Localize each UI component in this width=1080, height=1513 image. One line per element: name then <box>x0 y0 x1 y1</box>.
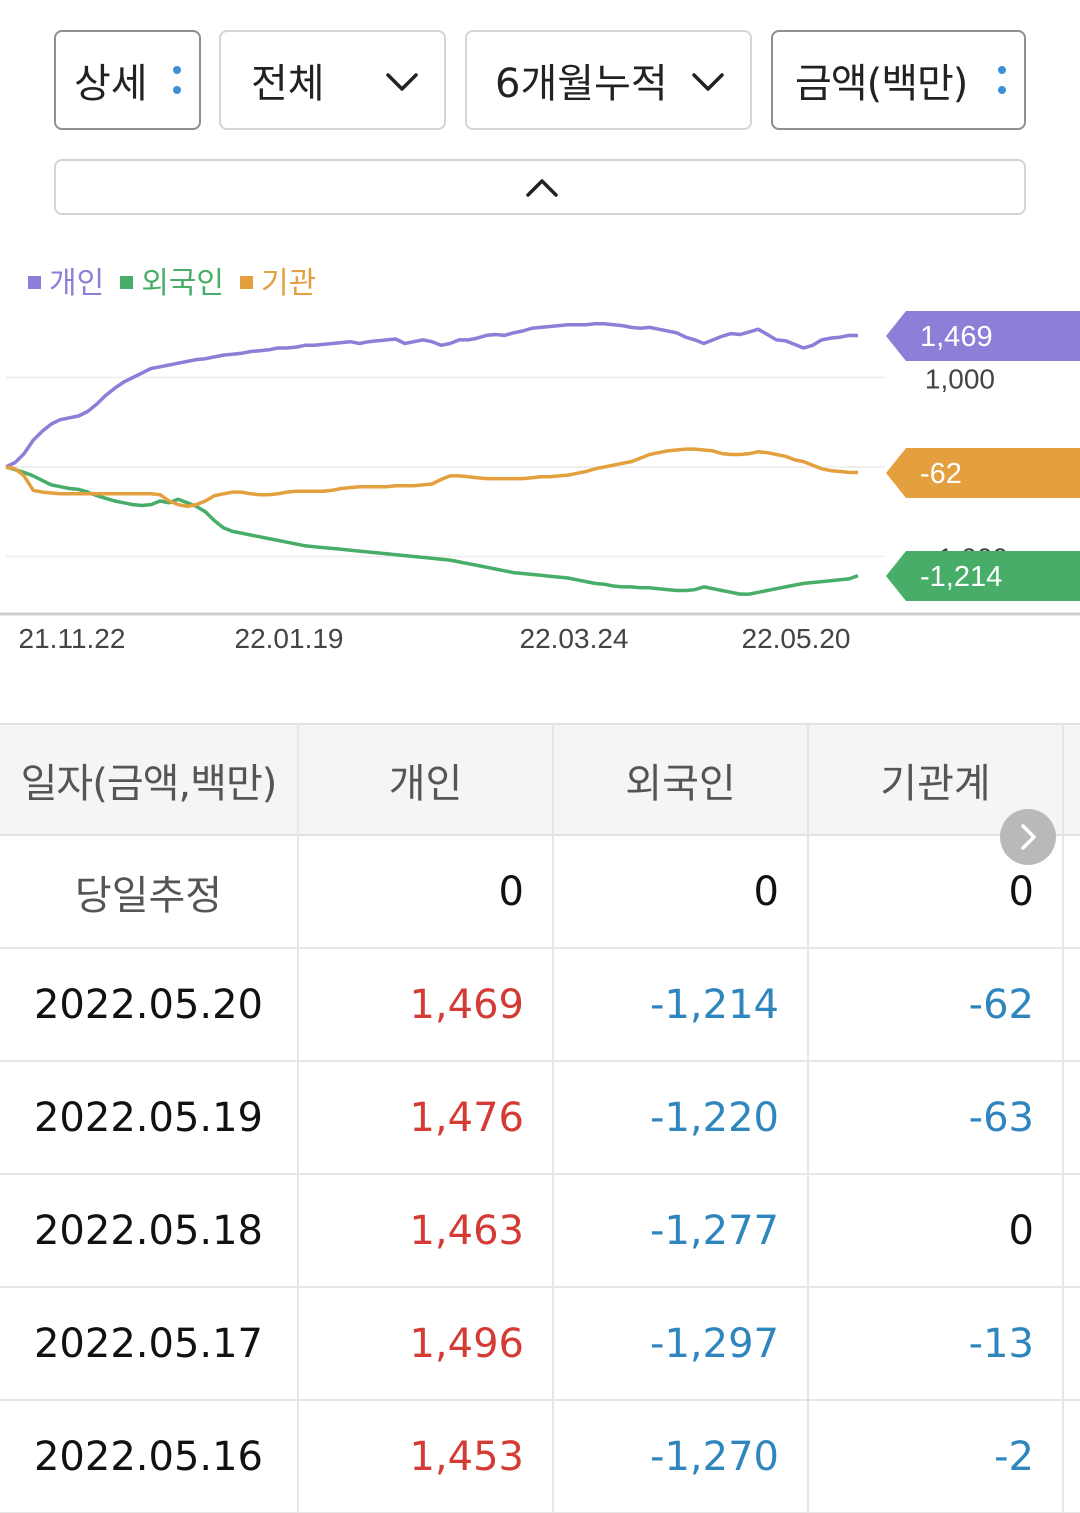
row-individual: 1,496 <box>409 1320 524 1367</box>
row-foreign: 0 <box>753 868 779 915</box>
end-label-tag <box>886 448 1080 498</box>
period-select-value: 6개월누적 <box>495 61 668 107</box>
row-institution: -13 <box>968 1320 1034 1367</box>
legend-swatch <box>28 275 41 289</box>
header-foreign: 외국인 <box>625 760 736 807</box>
x-tick-label: 21.11.22 <box>19 623 126 654</box>
chart-end-labels: 1,469 -62 -1,214 <box>886 311 1080 601</box>
series-line-foreign <box>5 465 859 596</box>
row-date: 2022.05.17 <box>33 1320 264 1367</box>
column-divider <box>297 723 299 1513</box>
series-line-individual <box>5 322 859 469</box>
chart-x-labels: 21.11.22 22.01.19 22.03.24 22.05.20 <box>19 623 851 654</box>
row-date: 2022.05.20 <box>33 981 264 1028</box>
header-date: 일자(금액,백만) <box>20 760 278 807</box>
row-institution: -63 <box>968 1094 1034 1141</box>
row-individual: 1,453 <box>409 1433 524 1480</box>
chart-legend: 개인 외국인 기관 <box>28 258 332 302</box>
row-individual: 1,463 <box>409 1207 524 1254</box>
unit-label: 금액(백만) <box>795 61 968 107</box>
row-foreign: -1,277 <box>650 1207 779 1254</box>
investor-select-value: 전체 <box>251 61 325 107</box>
legend-label: 기관 <box>261 266 317 301</box>
chart-series-lines <box>5 322 859 596</box>
row-foreign: -1,297 <box>650 1320 779 1367</box>
chevron-down-icon <box>386 73 418 91</box>
end-label-tag <box>886 311 1080 361</box>
period-select[interactable]: 6개월누적 <box>465 30 752 130</box>
end-label-tag <box>886 551 1080 601</box>
column-divider <box>1062 723 1064 1513</box>
table-header: 일자(금액,백만) 개인 외국인 기관계 <box>0 723 1080 836</box>
y-tick-label: 1,000 <box>925 364 995 395</box>
investor-flow-table: 일자(금액,백만) 개인 외국인 기관계 당일추정 0 0 0 2022.05.20 1,… <box>0 723 1080 1513</box>
unit-menu-button[interactable]: 금액(백만) <box>771 30 1026 130</box>
chevron-up-icon <box>526 179 558 197</box>
table-row[interactable]: 2022.05.19 1,476 -1,220 -63 <box>0 1062 1080 1175</box>
header-individual: 개인 <box>388 760 463 807</box>
row-date: 2022.05.18 <box>33 1207 264 1254</box>
end-label-foreign: -1,214 <box>886 551 1080 601</box>
table-row[interactable]: 2022.05.16 1,453 -1,270 -2 <box>0 1401 1080 1513</box>
x-tick-label: 22.01.19 <box>235 623 344 654</box>
row-date: 2022.05.19 <box>33 1094 264 1141</box>
table-row[interactable]: 2022.05.18 1,463 -1,277 0 <box>0 1175 1080 1288</box>
more-vertical-icon <box>998 66 1006 96</box>
row-individual: 1,476 <box>409 1094 524 1141</box>
row-institution: -2 <box>994 1433 1034 1480</box>
series-line-institution <box>5 447 859 509</box>
investor-select[interactable]: 전체 <box>219 30 446 130</box>
row-date: 2022.05.16 <box>33 1433 264 1480</box>
chevron-down-icon <box>692 73 724 91</box>
table-row[interactable]: 당일추정 0 0 0 <box>0 836 1080 949</box>
chevron-right-icon <box>1021 824 1036 850</box>
table-row[interactable]: 2022.05.20 1,469 -1,214 -62 <box>0 949 1080 1062</box>
row-institution: 0 <box>1008 868 1034 915</box>
x-tick-label: 22.03.24 <box>520 623 629 654</box>
scroll-right-button[interactable] <box>1000 809 1056 865</box>
header-institution: 기관계 <box>880 760 991 807</box>
row-institution: -62 <box>968 981 1034 1028</box>
x-tick-label: 22.05.20 <box>742 623 851 654</box>
end-label-text: -62 <box>920 458 962 490</box>
more-vertical-icon <box>173 66 181 96</box>
table-row[interactable]: 2022.05.17 1,496 -1,297 -13 <box>0 1288 1080 1401</box>
end-label-institution: -62 <box>886 448 1080 498</box>
end-label-individual: 1,469 <box>886 311 1080 361</box>
legend-item-institution[interactable]: 기관 <box>240 258 316 302</box>
row-individual: 0 <box>498 868 524 915</box>
legend-label: 개인 <box>49 266 105 301</box>
legend-label: 외국인 <box>141 266 225 301</box>
row-foreign: -1,270 <box>650 1433 779 1480</box>
legend-swatch <box>240 275 254 289</box>
column-divider <box>807 723 809 1513</box>
end-label-text: 1,469 <box>920 321 993 353</box>
row-individual: 1,469 <box>409 981 524 1028</box>
row-foreign: -1,220 <box>650 1094 779 1141</box>
end-label-text: -1,214 <box>920 561 1002 593</box>
column-divider <box>552 723 554 1513</box>
investor-flow-line-chart: 1,000-1,000 1,469-62-1,214 21.11.2222.01… <box>0 311 1080 654</box>
legend-item-individual[interactable]: 개인 <box>28 258 104 302</box>
detail-label: 상세 <box>74 61 148 107</box>
collapse-filters-button[interactable] <box>54 159 1026 215</box>
chart-gridlines <box>6 376 885 558</box>
filter-bar: 상세 전체 6개월누적 금액(백만) <box>54 30 1026 130</box>
legend-item-foreign[interactable]: 외국인 <box>120 258 224 302</box>
legend-swatch <box>120 275 134 289</box>
row-institution: 0 <box>1008 1207 1034 1254</box>
row-date: 당일추정 <box>74 872 223 919</box>
row-foreign: -1,214 <box>650 981 779 1028</box>
detail-menu-button[interactable]: 상세 <box>54 30 201 130</box>
